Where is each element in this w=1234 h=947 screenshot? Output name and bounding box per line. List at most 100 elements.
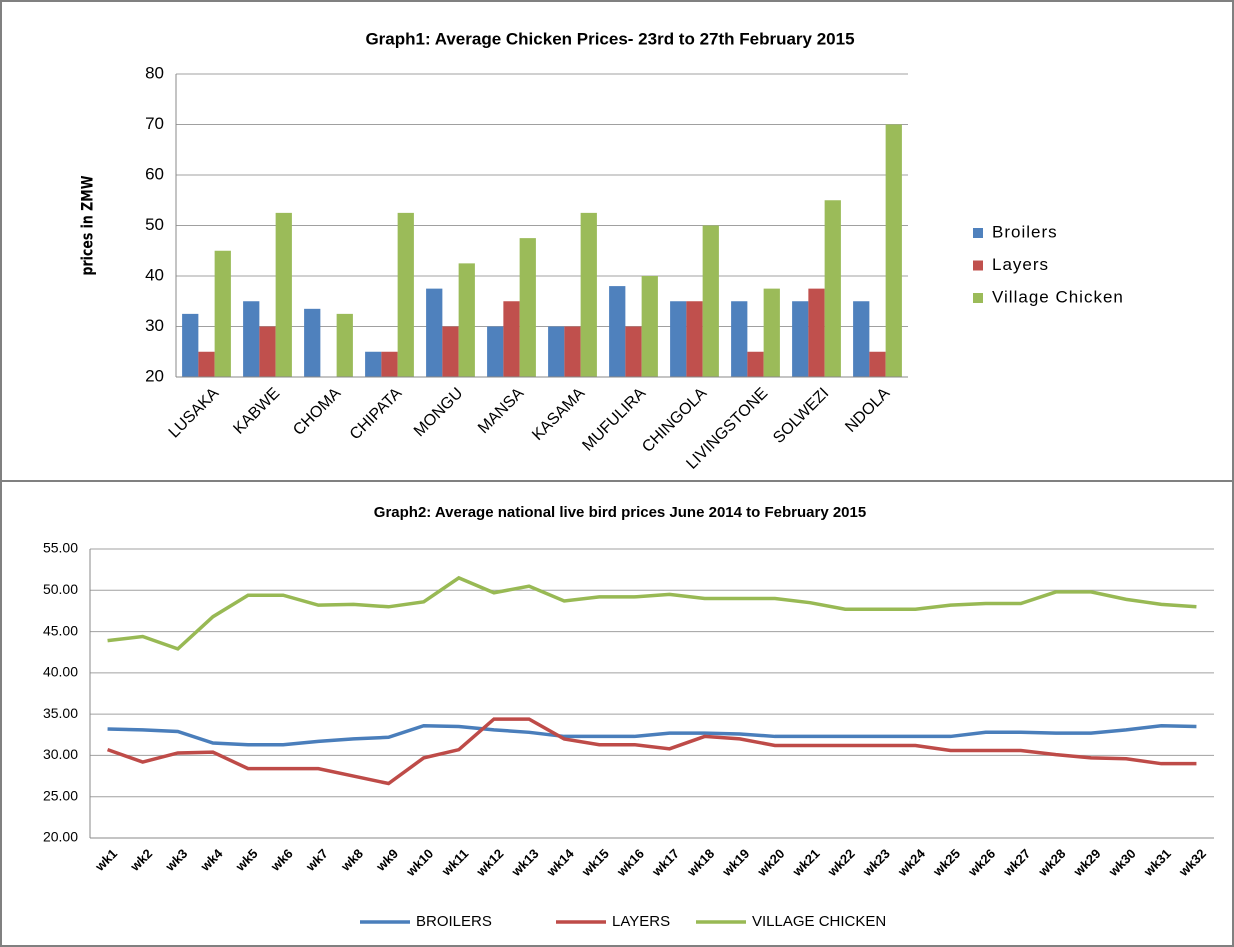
y-tick-label: 20.00: [43, 829, 78, 845]
y-tick-label: 35.00: [43, 705, 78, 721]
y-tick-label: 80: [145, 63, 164, 82]
x-tick-label: wk10: [402, 846, 436, 880]
bar: [609, 286, 626, 377]
x-tick-label: wk20: [754, 846, 788, 880]
x-tick-label: wk25: [929, 846, 963, 880]
bar: [487, 326, 504, 377]
bar: [548, 326, 565, 377]
x-tick-label: wk11: [438, 846, 471, 879]
x-tick-label: wk14: [543, 845, 577, 879]
bar: [853, 301, 870, 377]
bar: [686, 301, 703, 377]
line: [107, 723, 1197, 747]
x-tick-label: wk6: [267, 846, 296, 875]
x-tick-label: MANSA: [475, 385, 527, 437]
bar: [580, 212, 597, 377]
bar: [808, 288, 825, 377]
x-tick-label: wk19: [719, 846, 753, 880]
bar: [731, 301, 748, 377]
bar: [869, 351, 886, 377]
bar: [747, 351, 764, 377]
x-tick-label: wk16: [613, 846, 647, 880]
x-tick-label: SOLWEZI: [770, 385, 832, 447]
legend-label: Broilers: [992, 222, 1058, 241]
x-tick-label: wk24: [894, 845, 928, 879]
bar: [243, 301, 260, 377]
bar: [503, 301, 520, 377]
bar: [381, 351, 398, 377]
legend-label: LAYERS: [612, 913, 670, 930]
x-tick-label: wk18: [683, 846, 717, 880]
x-tick-label: wk29: [1070, 846, 1104, 880]
x-tick-label: wk2: [127, 846, 156, 875]
x-tick-label: wk28: [1035, 846, 1069, 880]
line: [107, 575, 1197, 651]
x-tick-label: NDOLA: [842, 385, 893, 436]
bar: [885, 124, 902, 377]
x-tick-label: LUSAKA: [166, 385, 223, 442]
x-tick-label: wk22: [824, 846, 858, 880]
bar: [426, 288, 443, 377]
bar: [198, 351, 215, 377]
y-tick-label: 45.00: [43, 622, 78, 638]
y-tick-label: 30.00: [43, 746, 78, 762]
y-tick-label: 25.00: [43, 787, 78, 803]
x-tick-label: CHOMA: [290, 385, 344, 439]
bar: [792, 301, 809, 377]
bar: [519, 238, 536, 377]
y-axis-label: prices in ZMW: [78, 175, 97, 275]
x-tick-label: KABWE: [230, 385, 283, 438]
bar: [304, 308, 321, 377]
line: [106, 717, 1197, 786]
bar: [670, 301, 687, 377]
x-tick-label: wk4: [197, 845, 226, 874]
legend-label: BROILERS: [416, 913, 492, 930]
chart-title: Graph1: Average Chicken Prices- 23rd to …: [365, 29, 854, 48]
panel-2: [0, 480, 1234, 947]
y-tick-label: 70: [145, 114, 164, 133]
y-tick-label: 55.00: [43, 540, 78, 556]
bar: [763, 288, 780, 377]
x-tick-label: CHIPATA: [347, 385, 406, 444]
x-tick-label: wk32: [1175, 846, 1209, 880]
x-tick-label: wk9: [372, 846, 401, 875]
x-tick-label: wk15: [578, 846, 612, 880]
legend-swatch: [973, 260, 983, 271]
bar: [365, 351, 382, 377]
bar: [397, 212, 414, 377]
x-tick-label: wk23: [859, 846, 893, 880]
y-tick-label: 60: [145, 164, 164, 183]
bar: [442, 326, 459, 377]
legend-label: VILLAGE CHICKEN: [752, 913, 886, 930]
bar: [625, 326, 642, 377]
chart-title: Graph2: Average national live bird price…: [374, 504, 866, 521]
bar: [458, 263, 475, 377]
y-tick-label: 50.00: [43, 581, 78, 597]
x-tick-label: wk8: [337, 846, 366, 875]
bar: [824, 200, 841, 377]
x-tick-label: wk27: [1000, 846, 1034, 880]
x-tick-label: MONGU: [411, 385, 466, 440]
legend-swatch: [973, 293, 983, 303]
legend-label: Layers: [992, 255, 1049, 274]
x-tick-label: wk5: [232, 846, 261, 875]
x-tick-label: wk21: [789, 846, 823, 880]
x-tick-label: wk31: [1140, 846, 1174, 880]
x-tick-label: wk13: [508, 846, 542, 880]
bar: [182, 313, 199, 377]
bar: [641, 276, 658, 377]
bar: [336, 313, 353, 377]
bar: [564, 326, 581, 377]
legend-label: Village Chicken: [992, 287, 1124, 306]
bar: [702, 225, 719, 377]
x-tick-label: wk7: [302, 846, 331, 875]
bar: [259, 326, 276, 377]
y-tick-label: 40.00: [43, 664, 78, 680]
y-tick-label: 30: [145, 316, 164, 335]
x-tick-label: wk12: [473, 846, 507, 880]
y-tick-label: 40: [145, 265, 164, 284]
y-tick-label: 20: [145, 366, 164, 385]
bar: [275, 212, 292, 377]
x-tick-label: KASAMA: [529, 385, 588, 444]
